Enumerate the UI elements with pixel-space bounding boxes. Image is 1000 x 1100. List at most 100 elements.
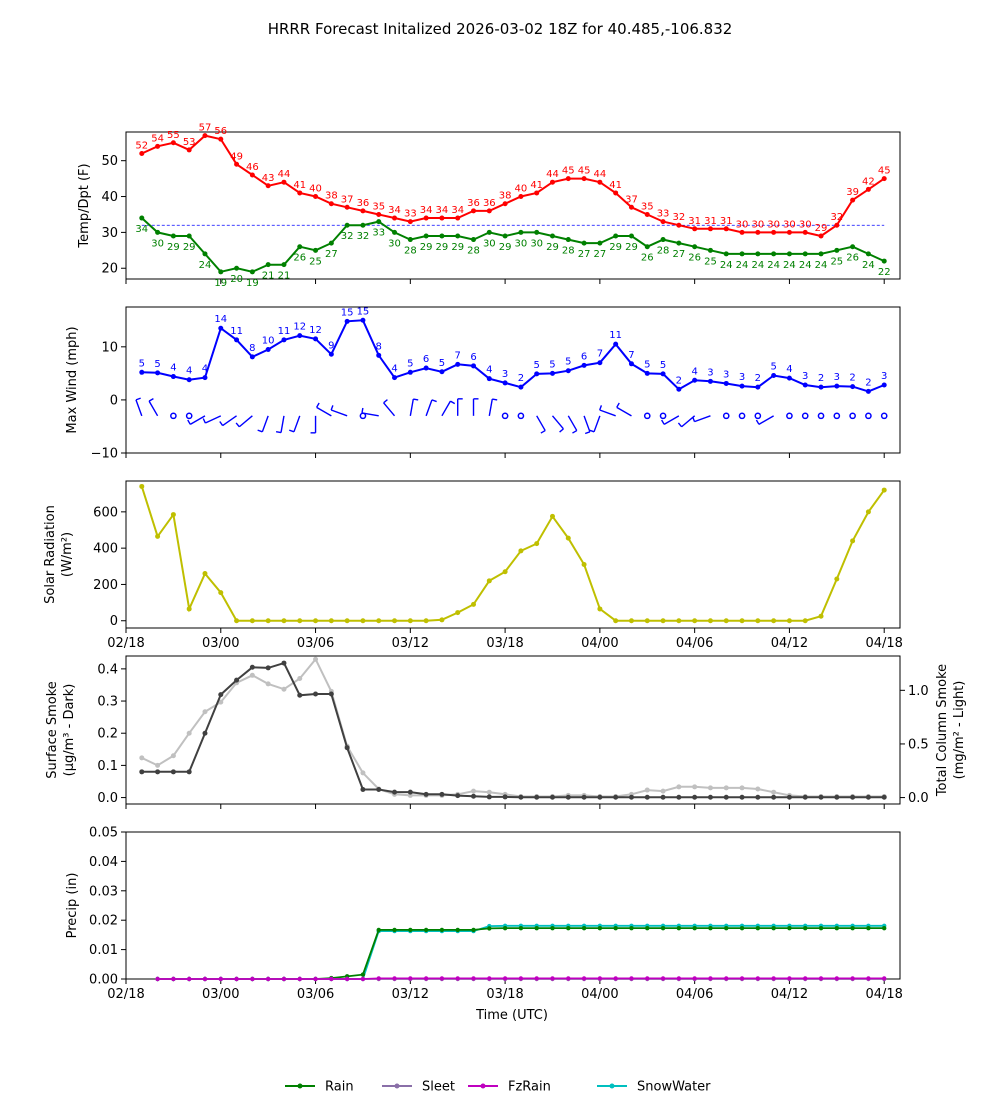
fzrain-point xyxy=(866,976,871,981)
wind-barb xyxy=(409,398,414,416)
wind-data-label: 5 xyxy=(439,358,445,369)
temp-data-label: 34 xyxy=(436,205,449,216)
temp-data-label: 39 xyxy=(846,187,859,198)
surface-smoke-point xyxy=(202,730,208,736)
dewpoint-data-label: 25 xyxy=(830,256,843,267)
dewpoint-data-label: 24 xyxy=(783,260,796,271)
wind-data-label: 8 xyxy=(249,343,255,354)
rain-point xyxy=(408,927,413,933)
wind-point xyxy=(802,382,808,388)
rain-point xyxy=(487,926,492,931)
y-axis-label-units: (μg/m³ - Dark) xyxy=(62,684,77,777)
y-tick-label: 0.1 xyxy=(97,759,118,774)
surface-smoke-point xyxy=(218,692,224,698)
temp-point xyxy=(471,208,477,214)
dewpoint-point xyxy=(534,229,540,235)
solar-point xyxy=(850,538,856,544)
temp-data-label: 33 xyxy=(657,209,670,220)
column-smoke-point xyxy=(186,730,192,736)
wind-data-label: 5 xyxy=(644,359,650,370)
dewpoint-point xyxy=(660,237,666,243)
temp-data-label: 57 xyxy=(199,123,212,134)
dewpoint-data-label: 29 xyxy=(451,242,464,253)
temp-point xyxy=(613,190,619,196)
solar-point xyxy=(818,613,824,619)
wind-point xyxy=(313,336,319,342)
surface-smoke-point xyxy=(771,794,777,800)
x-tick-label: 04/00 xyxy=(581,987,618,1002)
wind-data-label: 5 xyxy=(660,360,666,371)
wind-data-label: 7 xyxy=(628,350,634,361)
wind-barb-flag xyxy=(559,428,564,433)
wind-data-label: 3 xyxy=(802,371,808,382)
fzrain-point xyxy=(250,976,255,982)
fzrain-point xyxy=(202,976,208,982)
temp-point xyxy=(202,133,208,139)
dewpoint-point xyxy=(502,233,508,239)
solar-point xyxy=(597,606,603,612)
wind-barb-flag xyxy=(599,405,603,411)
solar-point xyxy=(392,618,398,624)
wind-data-label: 5 xyxy=(534,360,540,371)
temp-data-label: 31 xyxy=(704,216,717,227)
temp-point xyxy=(139,151,145,157)
wind-barb xyxy=(293,415,301,433)
y-tick-label: 0.00 xyxy=(89,973,118,988)
calm-wind-circle xyxy=(817,412,825,420)
temp-data-label: 52 xyxy=(135,141,148,152)
y-axis-label: Surface Smoke xyxy=(45,681,60,779)
dewpoint-data-label: 32 xyxy=(357,231,370,242)
dewpoint-data-label: 27 xyxy=(325,249,338,260)
temp-point xyxy=(692,226,698,232)
column-smoke-point xyxy=(486,789,492,795)
solar-point xyxy=(471,601,477,607)
dewpoint-data-label: 30 xyxy=(515,238,528,249)
wind-point xyxy=(865,388,871,394)
temp-data-label: 35 xyxy=(372,201,385,212)
calm-wind-circle xyxy=(833,412,841,420)
rain-point xyxy=(471,927,476,933)
calm-wind-circle xyxy=(170,412,177,420)
fzrain-point xyxy=(692,976,697,981)
x-tick-label: 03/12 xyxy=(392,636,429,651)
column-smoke-point xyxy=(297,676,303,682)
calm-wind-circle xyxy=(185,412,193,420)
fzrain-point xyxy=(676,976,682,981)
dewpoint-point xyxy=(518,229,524,235)
dewpoint-data-label: 27 xyxy=(578,249,591,260)
wind-data-label: 5 xyxy=(139,358,145,369)
rain-point xyxy=(882,925,887,931)
temp-point xyxy=(534,190,540,196)
column-smoke-point xyxy=(265,681,271,687)
temp-point xyxy=(628,204,634,210)
fzrain-point xyxy=(439,976,445,981)
wind-barb-flag xyxy=(450,400,456,405)
fzrain-point xyxy=(771,976,776,981)
temp-point xyxy=(344,204,350,210)
solar-point xyxy=(139,483,145,489)
solar-point xyxy=(423,618,429,624)
solar-point xyxy=(581,561,587,567)
wind-barb-flag xyxy=(584,431,591,435)
y-tick-label: 0.05 xyxy=(89,826,118,841)
dewpoint-data-label: 24 xyxy=(751,260,764,271)
rain-point xyxy=(708,925,713,931)
wind-barb xyxy=(261,415,269,433)
precip-panel: 0.00 0.01 0.02 0.03 0.04 0.05 Precip (in) 02/18… xyxy=(65,826,903,1003)
surface-smoke-point xyxy=(723,794,729,800)
x-tick-label: 03/00 xyxy=(202,987,239,1002)
y-tick-label-right: 0.0 xyxy=(908,791,929,806)
y-axis-label-right: Total Column Smoke xyxy=(935,664,950,797)
dewpoint-point xyxy=(439,233,445,239)
temp-data-label: 43 xyxy=(262,173,275,184)
wind-barb xyxy=(593,415,601,433)
wind-point xyxy=(186,377,192,383)
temp-point xyxy=(218,136,224,142)
dewpoint-data-label: 21 xyxy=(278,271,291,282)
wind-barb xyxy=(694,415,711,423)
wind-point xyxy=(881,382,887,388)
x-tick-label: 04/12 xyxy=(771,987,808,1002)
rain-point xyxy=(566,925,571,931)
fzrain-point xyxy=(597,976,603,981)
